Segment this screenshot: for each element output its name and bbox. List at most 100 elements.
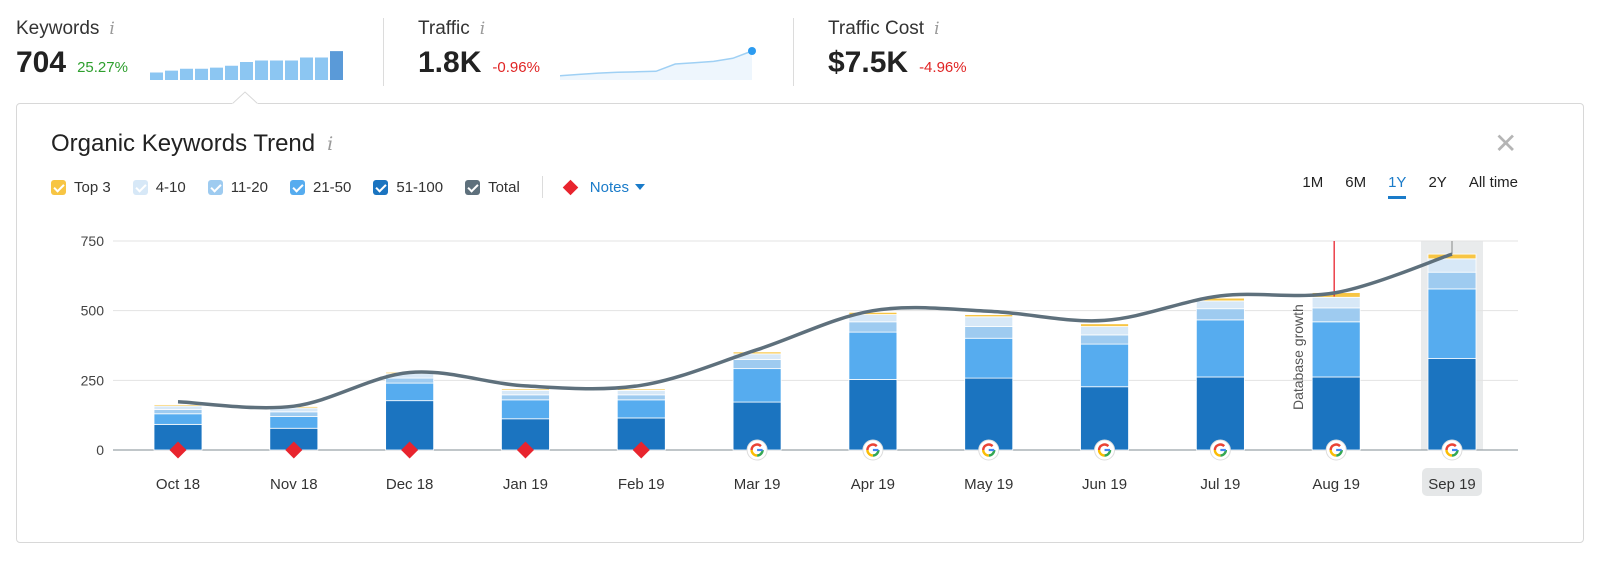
legend-item-4-10[interactable]: 4-10	[132, 179, 186, 196]
google-update-icon[interactable]	[862, 439, 884, 461]
panel-caret	[232, 91, 258, 105]
note-diamond-icon[interactable]	[285, 441, 303, 459]
y-tick-label: 250	[81, 372, 105, 388]
google-update-icon[interactable]	[746, 439, 768, 461]
bar-segment-21-50[interactable]	[1195, 319, 1245, 378]
bar-segment-51-100[interactable]	[1195, 376, 1245, 451]
checkbox-icon[interactable]	[132, 179, 148, 195]
bar-segment-4-10[interactable]	[964, 316, 1014, 327]
bar-segment-21-50[interactable]	[732, 368, 782, 403]
note-diamond-icon[interactable]	[632, 441, 650, 459]
bar-segment-top-3[interactable]	[501, 388, 550, 391]
bar-segment-4-10[interactable]	[153, 405, 203, 410]
x-tick-label: Nov 18	[270, 476, 318, 493]
bar-segment-21-50[interactable]	[269, 416, 319, 429]
metric-divider	[793, 18, 794, 86]
bar-segment-top-3[interactable]	[964, 314, 1014, 318]
google-update-icon[interactable]	[1209, 439, 1231, 461]
y-tick-label: 750	[81, 233, 105, 249]
bar-segment-11-20[interactable]	[732, 359, 782, 370]
info-icon[interactable]: i	[109, 19, 115, 39]
bar-segment-11-20[interactable]	[964, 326, 1014, 339]
note-diamond-icon[interactable]	[401, 441, 419, 459]
bar-segment-51-100[interactable]	[1427, 358, 1477, 451]
bar-segment-51-100[interactable]	[1311, 376, 1361, 451]
bar-segment-21-50[interactable]	[1080, 343, 1129, 388]
bar-segment-21-50[interactable]	[964, 337, 1014, 379]
bar-segment-51-100[interactable]	[964, 377, 1014, 451]
period-6m[interactable]: 6M	[1345, 174, 1367, 191]
bar-segment-11-20[interactable]	[385, 377, 435, 384]
info-icon[interactable]: i	[934, 19, 940, 39]
legend-label: 11-20	[230, 178, 268, 196]
close-icon[interactable]: ✕	[1494, 128, 1518, 159]
checkbox-icon[interactable]	[51, 179, 66, 195]
x-tick-label: Feb 19	[618, 476, 665, 493]
bar-segment-top-3[interactable]	[616, 388, 666, 391]
bar-segment-21-50[interactable]	[616, 399, 666, 419]
bar-segment-11-20[interactable]	[1195, 308, 1245, 321]
spark-bar	[300, 57, 313, 80]
bar-segment-4-10[interactable]	[1311, 296, 1361, 309]
bar-segment-21-50[interactable]	[385, 382, 435, 402]
period-1y[interactable]: 1Y	[1388, 174, 1407, 199]
bar-segment-21-50[interactable]	[1427, 288, 1477, 359]
total-line[interactable]	[177, 252, 1453, 410]
spark-bar	[255, 60, 268, 80]
bar-segment-top-3[interactable]	[732, 351, 782, 355]
traffic-cost-metric[interactable]: Traffic Cost i $7.5K -4.96%	[828, 18, 967, 80]
bar-segment-top-3[interactable]	[1080, 323, 1129, 327]
traffic-metric[interactable]: Traffic i 1.8K -0.96%	[418, 18, 540, 80]
keywords-value: 704	[16, 46, 67, 79]
checkbox-icon[interactable]	[290, 179, 305, 195]
bar-segment-4-10[interactable]	[1080, 326, 1129, 336]
google-update-icon[interactable]	[1325, 439, 1347, 461]
bar-segment-11-20[interactable]	[616, 394, 666, 401]
notes-dropdown[interactable]: Notes	[562, 179, 645, 196]
period-1m[interactable]: 1M	[1302, 174, 1324, 191]
google-update-icon[interactable]	[1441, 439, 1463, 461]
x-tick-label: May 19	[964, 476, 1013, 493]
period-all-time[interactable]: All time	[1468, 174, 1518, 191]
bar-segment-11-20[interactable]	[501, 394, 550, 401]
keywords-metric[interactable]: Keywords i 704 25.27%	[16, 18, 128, 80]
legend-label: 51-100	[396, 178, 444, 196]
checkbox-icon[interactable]	[207, 179, 223, 195]
bar-segment-21-50[interactable]	[1311, 321, 1361, 378]
bar-segment-51-100[interactable]	[848, 379, 898, 451]
note-diamond-icon[interactable]	[516, 441, 534, 459]
checkbox-icon[interactable]	[465, 179, 481, 195]
legend-label: 21-50	[313, 178, 352, 196]
bar-segment-11-20[interactable]	[1080, 334, 1129, 345]
bar-segment-4-10[interactable]	[501, 389, 550, 396]
info-icon[interactable]: i	[479, 19, 486, 39]
chevron-down-icon	[634, 184, 645, 190]
bar-segment-4-10[interactable]	[616, 389, 666, 396]
spark-end-dot	[748, 47, 756, 55]
legend-item-total[interactable]: Total	[465, 179, 520, 196]
bar-segment-11-20[interactable]	[1311, 307, 1361, 323]
spark-line	[560, 50, 753, 77]
bar-segment-21-50[interactable]	[153, 413, 203, 425]
legend-item-51-100[interactable]: 51-100	[373, 179, 443, 196]
legend-item-top-3[interactable]: Top 3	[51, 179, 111, 196]
period-2y[interactable]: 2Y	[1428, 174, 1447, 191]
metric-divider	[383, 18, 384, 86]
traffic-cost-value: $7.5K	[828, 46, 909, 79]
google-update-icon[interactable]	[1094, 439, 1116, 461]
bar-segment-11-20[interactable]	[1427, 271, 1477, 290]
note-diamond-icon[interactable]	[169, 441, 187, 459]
bar-segment-21-50[interactable]	[848, 331, 898, 380]
google-update-icon[interactable]	[978, 439, 1000, 461]
spark-bar	[330, 51, 343, 80]
bar-segment-21-50[interactable]	[501, 399, 550, 420]
legend-item-11-20[interactable]: 11-20	[207, 178, 268, 196]
bar-segment-11-20[interactable]	[269, 411, 319, 417]
checkbox-icon[interactable]	[373, 179, 389, 195]
bar-segment-11-20[interactable]	[153, 409, 203, 415]
spark-bar	[315, 57, 328, 80]
bar-segment-4-10[interactable]	[1195, 300, 1245, 310]
bar-segment-11-20[interactable]	[848, 321, 898, 333]
info-icon[interactable]: i	[327, 133, 334, 155]
legend-item-21-50[interactable]: 21-50	[290, 179, 351, 196]
